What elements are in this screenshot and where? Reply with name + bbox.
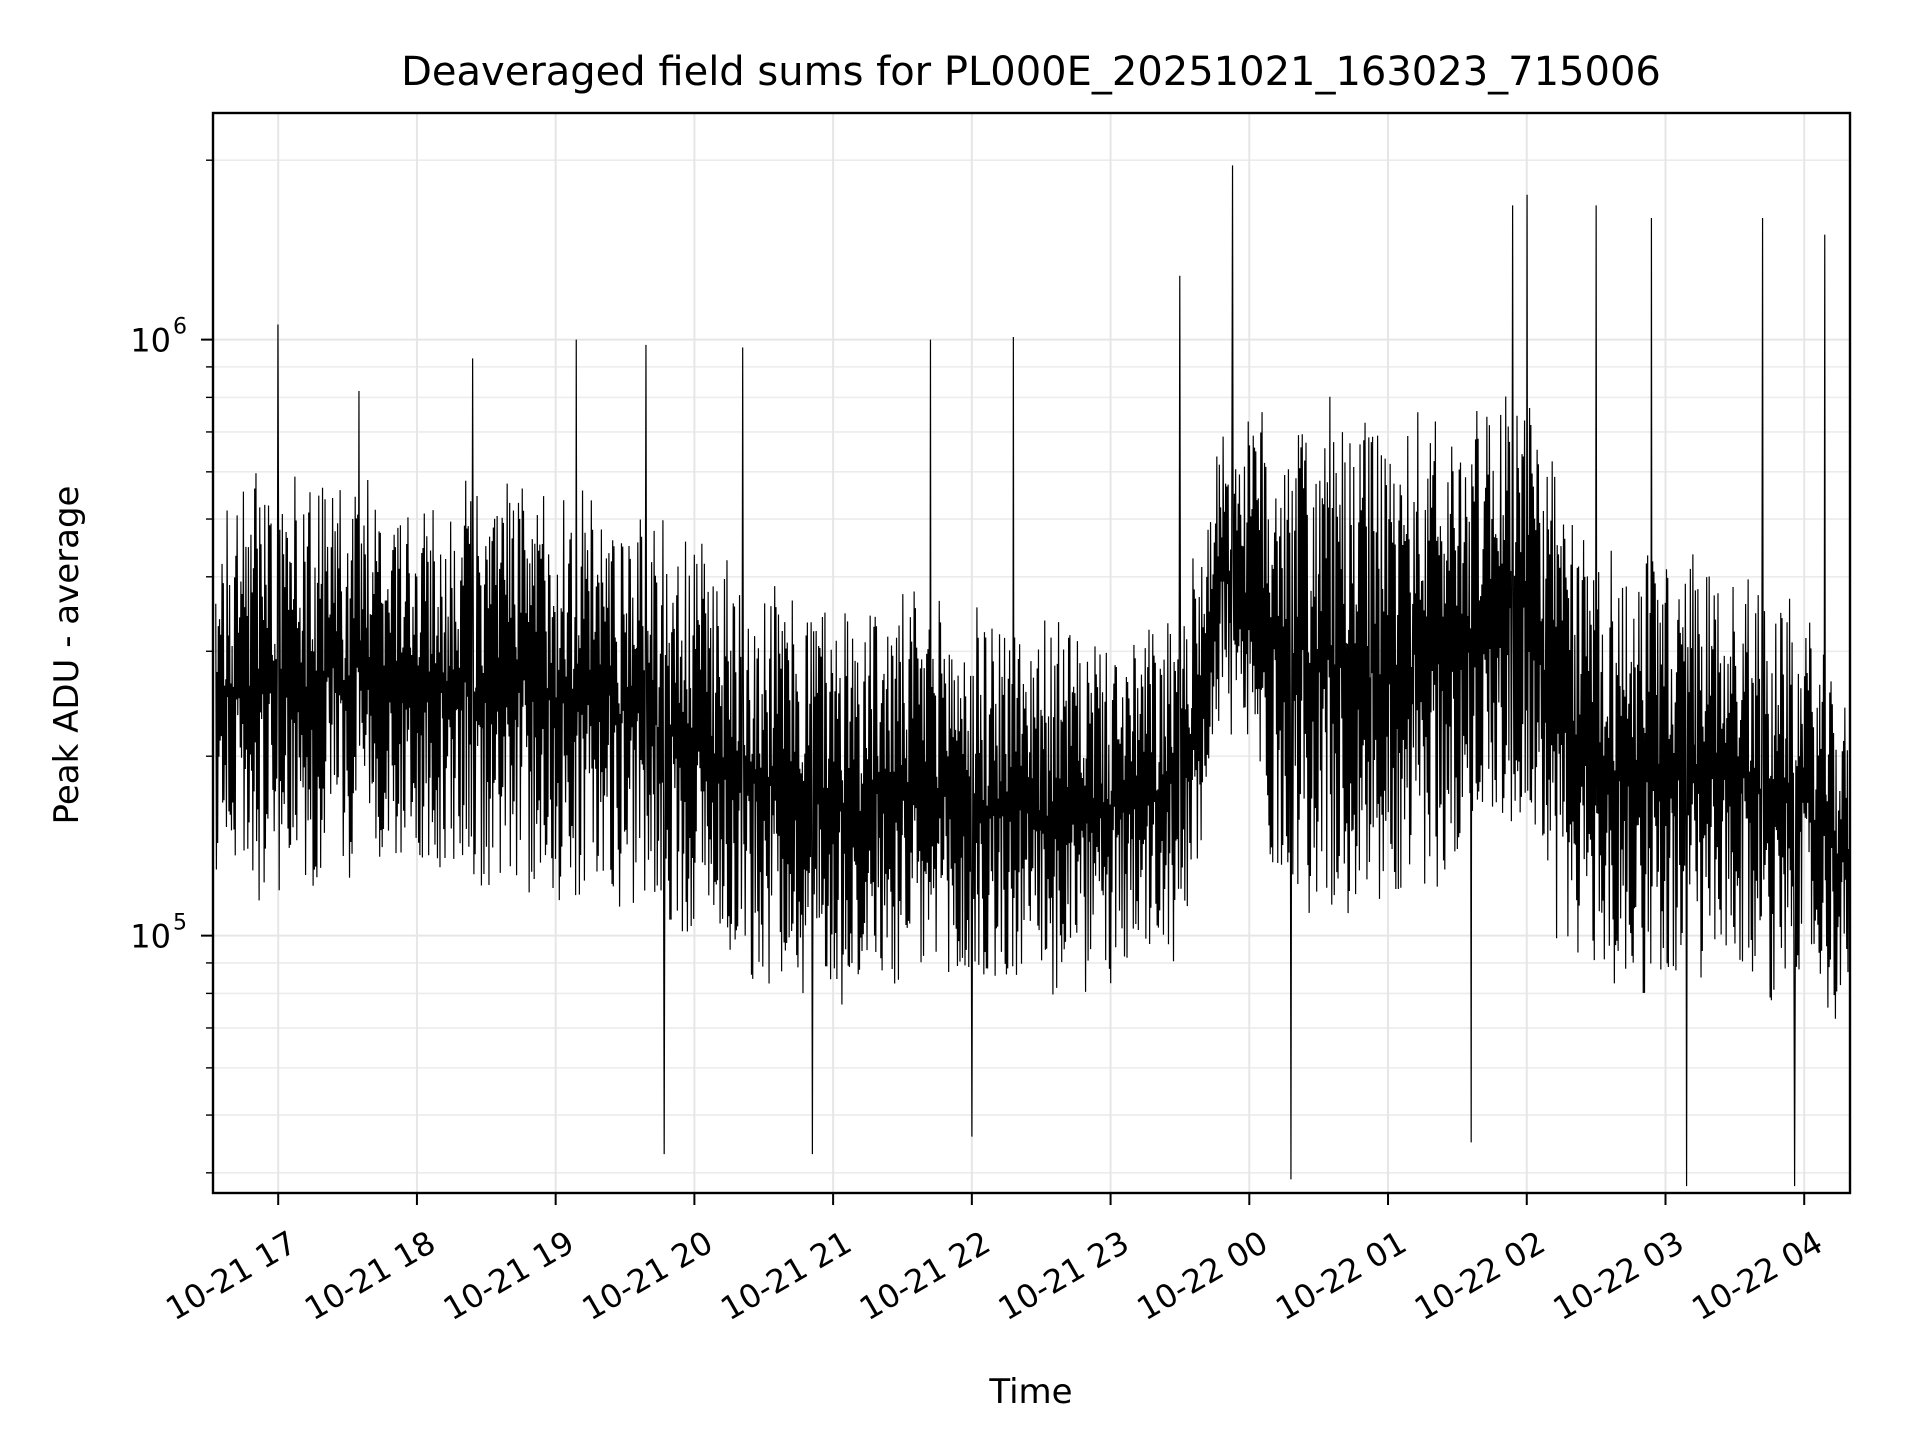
series-area (215, 165, 1850, 1187)
y-tick-label-exponent: 5 (173, 911, 187, 936)
y-tick-label-exponent: 6 (173, 315, 187, 340)
y-tick-label: 10 (130, 918, 171, 956)
plot-frame (211, 111, 1852, 1195)
axis-ticks (201, 159, 1806, 1205)
y-axis-label: Peak ADU - average (47, 486, 87, 825)
y-tick-label: 10 (130, 322, 171, 360)
x-axis-label: Time (988, 1372, 1072, 1412)
series-line (215, 165, 1850, 1187)
chart-title: Deaveraged field sums for PL000E_2025102… (401, 49, 1661, 95)
